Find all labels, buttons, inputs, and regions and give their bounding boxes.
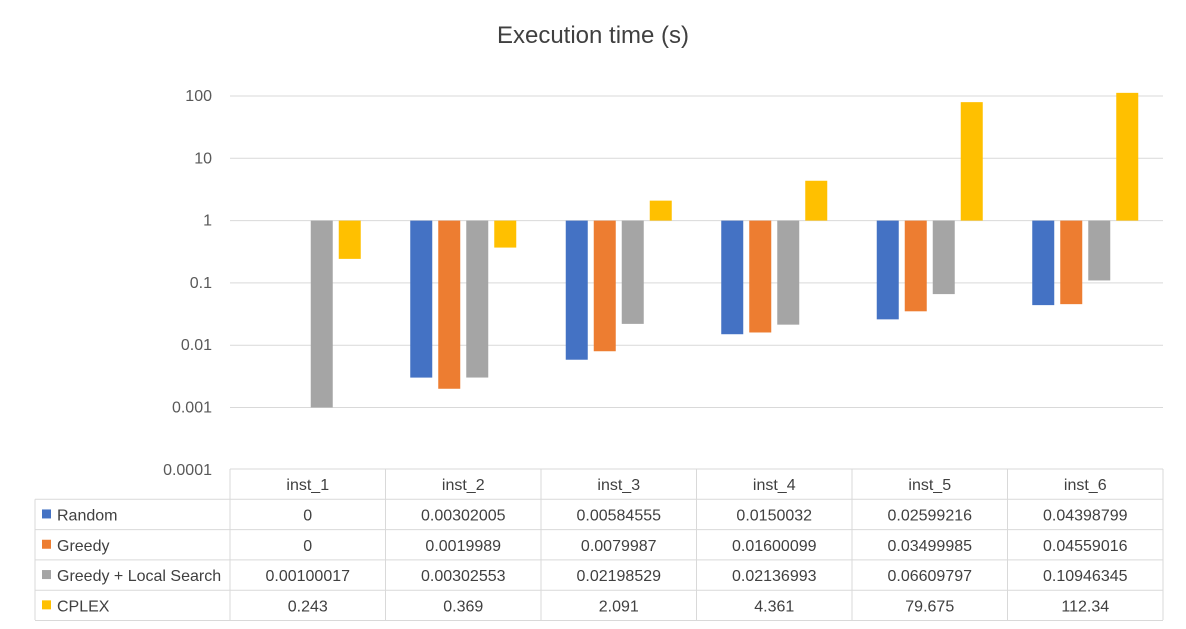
table-cell: 0.00302553 <box>421 568 506 585</box>
chart-title: Execution time (s) <box>497 22 689 49</box>
legend-swatch <box>42 570 51 580</box>
category-label: inst_1 <box>286 477 329 494</box>
category-label: inst_2 <box>442 477 485 494</box>
legend-swatch <box>42 600 51 610</box>
category-label: inst_4 <box>753 477 796 494</box>
category-label: inst_3 <box>597 477 640 494</box>
bar <box>932 220 955 295</box>
table-cell: 0 <box>303 507 312 524</box>
table-cell: 112.34 <box>1061 598 1109 615</box>
bar <box>466 220 489 378</box>
table-cell: 0.02599216 <box>887 507 972 524</box>
bar <box>876 220 899 320</box>
bar <box>593 220 616 352</box>
table-cell: 0.369 <box>443 598 483 615</box>
table-cell: 0.0019989 <box>425 538 501 555</box>
bar <box>565 220 588 360</box>
table-cell: 79.675 <box>905 598 954 615</box>
y-axis-ticks: 100 10 1 0.1 0.01 0.001 0.0001 <box>163 88 212 479</box>
table-cell: 0 <box>303 538 312 555</box>
legend-swatch <box>42 539 51 549</box>
table-cell: 0.00100017 <box>265 568 350 585</box>
legend-swatch <box>42 509 51 519</box>
table-cell: 0.02198529 <box>576 568 661 585</box>
data-table: inst_1 inst_2 inst_3 inst_4 inst_5 inst_6 Rand… <box>34 468 1164 621</box>
bars <box>310 92 1139 408</box>
bar <box>721 220 744 335</box>
y-tick-label: 0.01 <box>181 337 212 354</box>
bar <box>621 220 644 324</box>
table-cell: 0.00302005 <box>421 507 506 524</box>
table-cell: 0.03499985 <box>887 538 972 555</box>
table-cell: 0.0150032 <box>736 507 812 524</box>
table-cell: 0.243 <box>288 598 328 615</box>
bar <box>777 220 800 325</box>
bar <box>1032 220 1055 306</box>
table-cell: 0.04559016 <box>1043 538 1128 555</box>
bar <box>438 220 461 389</box>
bar <box>960 102 983 221</box>
table-cell: 0.00584555 <box>576 507 661 524</box>
bar <box>904 220 927 312</box>
bar <box>649 200 672 221</box>
legend-label: Random <box>57 507 117 524</box>
table-cell: 0.02136993 <box>732 568 817 585</box>
category-label: inst_6 <box>1064 477 1107 494</box>
grid <box>230 95 1163 408</box>
bar <box>494 220 517 248</box>
bar <box>749 220 772 333</box>
table-cell: 0.0079987 <box>581 538 657 555</box>
bar <box>1060 220 1083 305</box>
legend-label: CPLEX <box>57 598 110 615</box>
y-tick-label: 0.001 <box>172 400 212 417</box>
category-label: inst_5 <box>908 477 951 494</box>
y-tick-label: 0.1 <box>190 275 212 292</box>
table-cell: 0.10946345 <box>1043 568 1128 585</box>
y-tick-label: 0.0001 <box>163 462 212 479</box>
y-tick-label: 10 <box>194 150 212 167</box>
table-cell: 4.361 <box>754 598 794 615</box>
table-cell: 0.06609797 <box>887 568 972 585</box>
bar <box>1116 92 1139 221</box>
table-cell: 0.01600099 <box>732 538 817 555</box>
y-tick-label: 1 <box>203 213 212 230</box>
bar <box>310 220 333 408</box>
bar <box>410 220 433 378</box>
bar <box>1088 220 1111 281</box>
bar <box>805 180 828 221</box>
legend-label: Greedy <box>57 538 109 555</box>
table-cell: 2.091 <box>599 598 639 615</box>
bar <box>338 220 361 259</box>
y-tick-label: 100 <box>185 88 212 105</box>
legend-label: Greedy + Local Search <box>57 568 221 585</box>
table-cell: 0.04398799 <box>1043 507 1128 524</box>
